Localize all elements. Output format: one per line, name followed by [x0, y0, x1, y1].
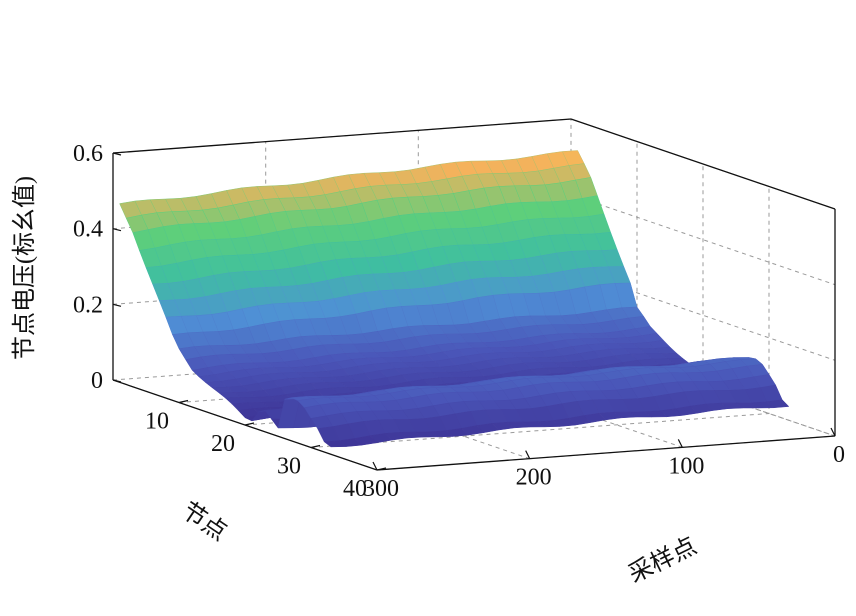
node-tick-mark [244, 422, 255, 426]
axis-edge [376, 435, 836, 471]
z-tick-mark [112, 152, 122, 156]
sample-tick-mark [677, 439, 683, 448]
z-tick-mark [112, 379, 122, 383]
node-tick-label: 10 [145, 409, 169, 435]
node-tick-mark [178, 399, 189, 404]
surface-mesh [119, 150, 790, 448]
sample-tick-mark [830, 427, 836, 437]
node-tick-label: 40 [343, 476, 367, 502]
z-tick-label: 0 [91, 368, 103, 394]
node-tick-label: 30 [277, 454, 301, 480]
node-tick-label: 20 [211, 431, 235, 457]
z-tick-mark [112, 228, 122, 232]
z-tick-label: 0.2 [73, 292, 103, 318]
z-tick-label: 0.6 [73, 141, 103, 167]
sample-tick-label: 0 [833, 442, 845, 468]
surface-patch [323, 440, 347, 448]
xlabel: 节点 [177, 497, 232, 546]
sample-tick-mark [525, 450, 531, 459]
zlabel: 节点电压(标幺值) [11, 176, 38, 360]
ylabel: 采样点 [624, 532, 701, 588]
node-tick-mark [376, 467, 387, 471]
axis-edge [112, 118, 572, 154]
node-tick-mark [310, 444, 321, 449]
axis-ticks: 0 0.2 0.4 0.6 10 20 30 40 0 100 200 300 [73, 141, 845, 502]
sample-tick-mark [372, 461, 378, 471]
axes-box [112, 118, 836, 471]
z-tick-mark [112, 303, 122, 307]
sample-tick-label: 300 [363, 476, 399, 502]
z-tick-label: 0.4 [73, 217, 103, 243]
sample-tick-label: 100 [668, 453, 704, 479]
sample-tick-label: 200 [516, 465, 552, 491]
axis-edge [570, 118, 836, 210]
grid-line-node [310, 186, 770, 448]
